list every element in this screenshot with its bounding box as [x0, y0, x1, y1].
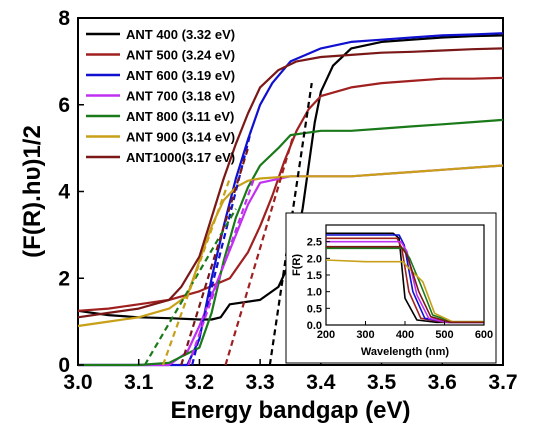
series-line-7 — [77, 47, 504, 319]
legend-label: ANT 700 (3.18 eV) — [126, 89, 235, 104]
y-tick-label: 8 — [58, 7, 70, 30]
series-line-6 — [77, 164, 504, 328]
legend-label: ANT 800 (3.11 eV) — [126, 109, 234, 124]
x-tick-label: 3.7 — [488, 371, 517, 394]
series-line-3 — [78, 32, 504, 367]
inset-x-ticks: 200 300 400 500 600 — [317, 321, 493, 341]
legend-label: ANT 400 (3.32 eV) — [126, 27, 235, 42]
inset-series-group — [325, 232, 484, 324]
x-tick-label: 3.6 — [428, 371, 457, 394]
tangent-line-6 — [161, 178, 231, 366]
inset-y-ticks: 0.0 0.5 1.0 1.5 2.0 2.5 — [307, 237, 330, 332]
x-tick-label: 3.1 — [124, 371, 154, 394]
inset-y-tick-label: 0.0 — [307, 320, 322, 332]
inset-y-tick-label: 0.5 — [307, 303, 322, 315]
x-axis-label: Energy bandgap (eV) — [170, 397, 410, 424]
inset-y-tick-label: 1.5 — [307, 270, 322, 282]
main-y-ticks: 0 2 4 6 8 — [58, 7, 84, 377]
y-tick-label: 2 — [58, 267, 70, 290]
inset-x-axis-label: Wavelength (nm) — [361, 346, 450, 358]
inset-x-tick-label: 200 — [317, 329, 335, 341]
x-tick-label: 3.0 — [63, 371, 92, 394]
inset-series-line-7 — [326, 245, 484, 324]
legend-label: ANT1000(3.17 eV) — [126, 150, 235, 165]
tangent-line-4 — [187, 178, 256, 366]
inset-x-tick-label: 500 — [435, 329, 453, 341]
inset-series-line-6 — [325, 259, 484, 323]
inset-x-tick-label: 300 — [356, 329, 374, 341]
main-plot: 3.0 3.1 3.2 3.3 3.4 3.5 3.6 3.7 0 2 4 6 8 ANT 400 (… — [19, 7, 518, 424]
inset-y-tick-label: 2.5 — [307, 237, 322, 249]
x-tick-label: 3.2 — [185, 371, 214, 394]
legend-label: ANT 900 (3.14 eV) — [126, 130, 235, 145]
inset-y-tick-label: 1.0 — [307, 287, 322, 299]
series-line-5 — [78, 118, 504, 367]
inset-x-tick-label: 600 — [475, 329, 493, 341]
tangent-line-2 — [224, 134, 295, 366]
y-tick-label: 0 — [58, 354, 70, 377]
x-tick-label: 3.5 — [367, 371, 397, 394]
inset-y-tick-label: 2.0 — [307, 253, 322, 265]
inset-y-axis-label: F(R) — [291, 254, 303, 276]
y-tick-label: 4 — [58, 181, 70, 204]
tangent-line-7 — [180, 147, 250, 366]
y-axis-label: (F(R).hυ)1/2 — [19, 125, 46, 258]
x-tick-label: 3.3 — [246, 371, 275, 394]
x-tick-label: 3.4 — [306, 371, 336, 394]
inset-plot: 200 300 400 500 600 0.0 0.5 1.0 1.5 2.0 2.5 Wavel… — [285, 212, 497, 364]
y-tick-label: 6 — [58, 94, 70, 117]
inset-series-line-1 — [326, 232, 484, 324]
inset-series-line-4 — [326, 240, 484, 324]
main-series-group — [77, 32, 504, 367]
inset-x-tick-label: 400 — [396, 329, 414, 341]
main-x-ticks: 3.0 3.1 3.2 3.3 3.4 3.5 3.6 3.7 — [63, 359, 518, 394]
legend: ANT 400 (3.32 eV) ANT 500 (3.24 eV) ANT 60… — [86, 27, 235, 165]
legend-label: ANT 500 (3.24 eV) — [126, 48, 235, 63]
legend-label: ANT 600 (3.19 eV) — [126, 68, 235, 83]
